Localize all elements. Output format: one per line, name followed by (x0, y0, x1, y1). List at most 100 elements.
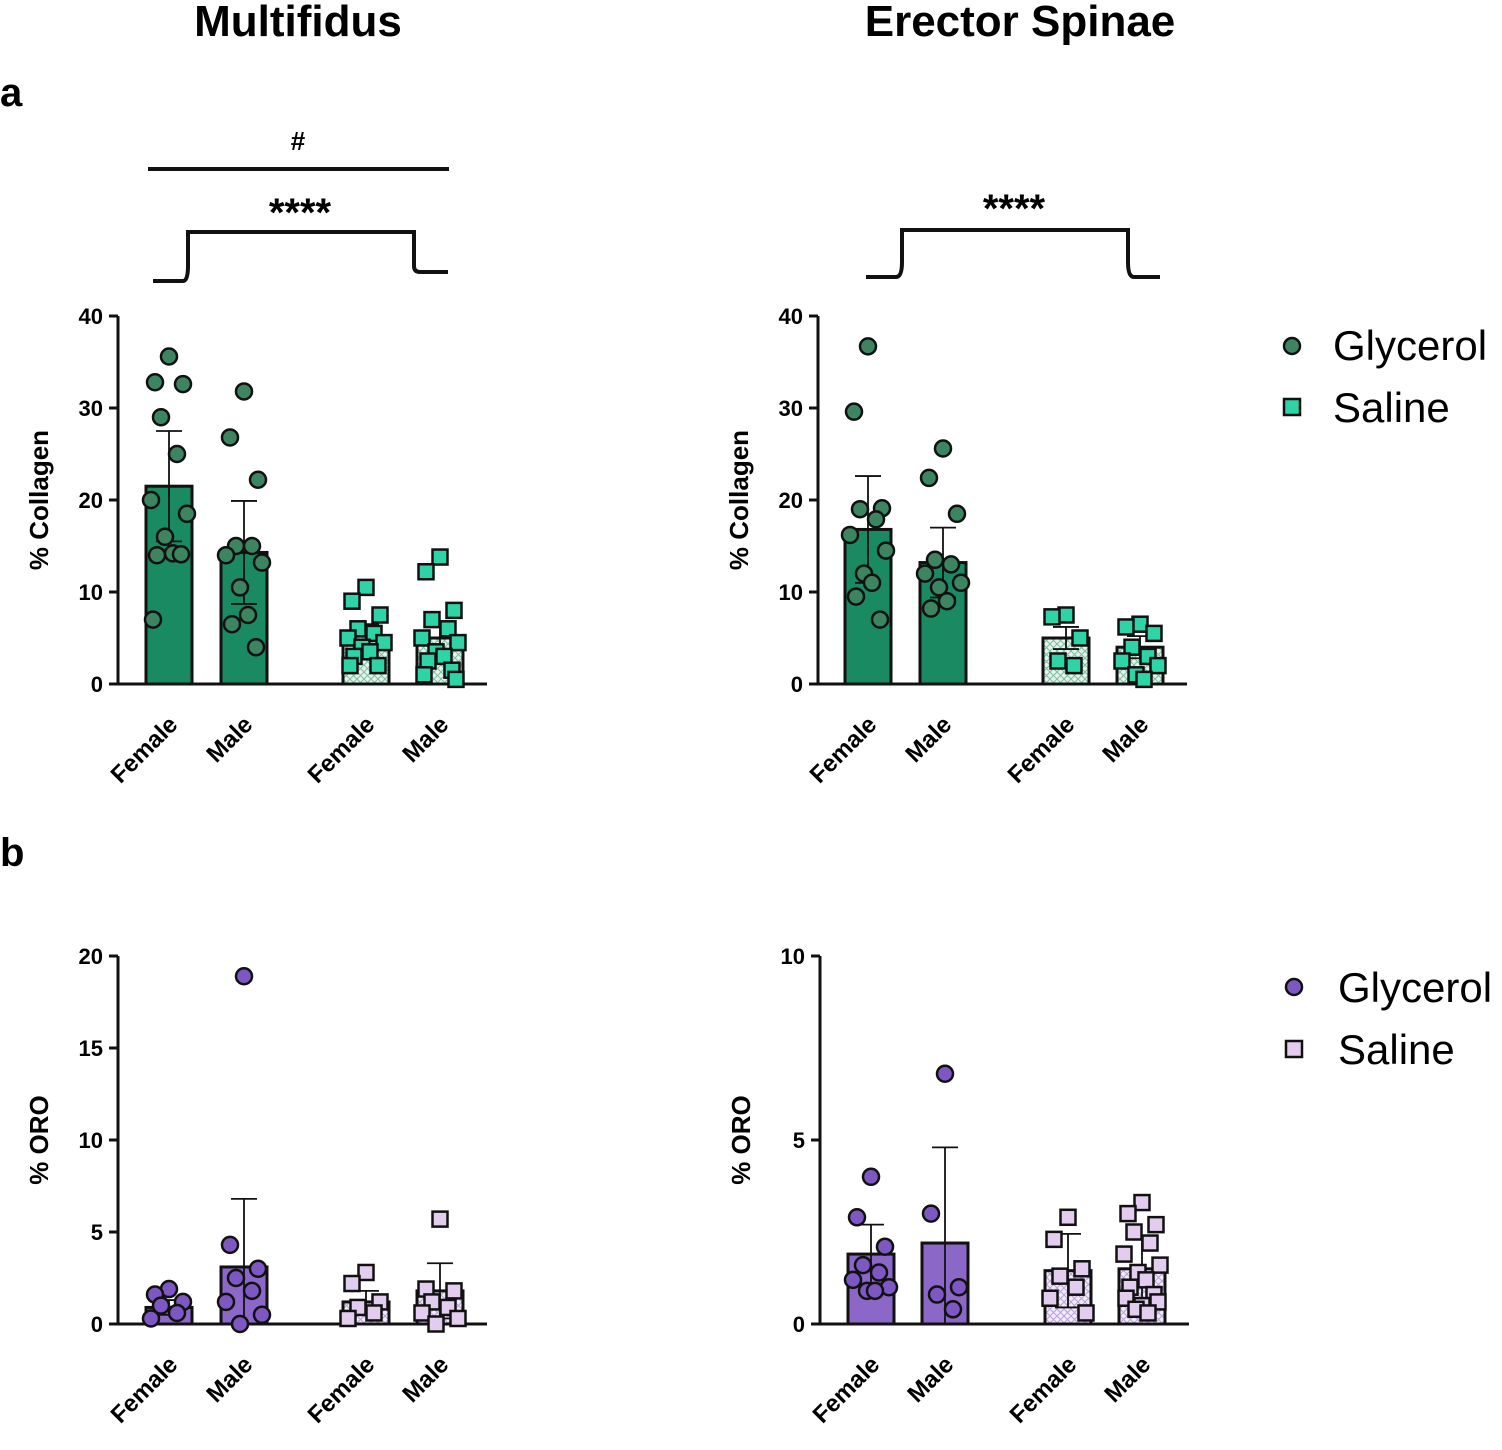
data-point-square (447, 670, 465, 689)
data-point-square (1123, 638, 1141, 656)
data-point-square (1135, 670, 1153, 689)
data-point-square (1043, 608, 1061, 626)
data-point-circle (238, 605, 258, 625)
y-tick-label: 30 (779, 396, 803, 421)
data-point-circle (246, 637, 266, 657)
data-point-square (1151, 1256, 1169, 1274)
data-point-circle (949, 1277, 969, 1297)
data-point-square (1113, 652, 1131, 670)
data-point-circle (935, 1064, 955, 1084)
data-point-square (1067, 1278, 1085, 1296)
data-point-circle (141, 1309, 161, 1328)
data-point-square (1049, 652, 1067, 670)
data-point-circle (861, 1167, 881, 1187)
y-tick-label: 20 (779, 488, 803, 513)
data-point-square (339, 1309, 357, 1328)
data-point-circle (171, 545, 191, 564)
data-point-circle (141, 490, 161, 510)
data-point-square (371, 606, 389, 624)
data-point-circle (925, 550, 945, 570)
data-point-circle (252, 1305, 272, 1325)
data-point-circle (216, 1292, 236, 1312)
y-tick-label: 5 (91, 1220, 103, 1245)
data-point-square (1139, 1304, 1157, 1322)
data-point-circle (846, 587, 866, 606)
x-tick-label: Male (1097, 711, 1154, 768)
chart-erector-oro: 0 5 10 % ORO Female Male Female Male (726, 944, 1189, 1429)
y-tick-label: 10 (79, 1128, 103, 1153)
y-tick-label: 0 (793, 1312, 805, 1337)
data-point-square (375, 633, 393, 652)
y-tick-label: 40 (779, 304, 803, 329)
x-tick-label: Female (1005, 1351, 1083, 1429)
data-point-circle (937, 591, 957, 611)
data-point-square (449, 1309, 467, 1328)
chart-multifidus-oro: 0 5 10 15 20 % ORO Female Male Female Male (24, 944, 487, 1429)
x-tick-label: Male (397, 1351, 454, 1408)
legend-glycerol-marker (1282, 336, 1302, 356)
data-point-circle (947, 504, 967, 524)
data-point-square (1071, 629, 1089, 647)
data-point-circle (866, 510, 886, 529)
data-point-square (1041, 1289, 1059, 1307)
data-point-circle (216, 545, 236, 565)
data-point-square (1147, 1215, 1165, 1234)
x-tick-label: Female (106, 711, 184, 789)
x-tick-label: Female (303, 1351, 381, 1429)
data-point-circle (840, 525, 860, 545)
data-point-square (1125, 1223, 1143, 1241)
x-tick-label: Male (1099, 1351, 1156, 1408)
data-point-square (1065, 656, 1083, 675)
data-point-square (1051, 1267, 1069, 1285)
data-point-square (413, 629, 431, 647)
data-point-circle (248, 470, 268, 490)
y-axis-label: % Collagen (24, 430, 54, 570)
data-point-circle (865, 1281, 885, 1301)
y-tick-label: 20 (79, 944, 103, 969)
data-point-circle (167, 1303, 187, 1323)
y-tick-label: 5 (793, 1128, 805, 1153)
data-point-circle (220, 428, 240, 447)
x-tick-label: Male (201, 1351, 258, 1408)
data-point-circle (248, 1259, 268, 1279)
data-point-circle (853, 1255, 873, 1275)
y-tick-label: 0 (91, 1312, 103, 1337)
data-point-square (357, 578, 375, 597)
y-tick-label: 10 (779, 580, 803, 605)
x-tick-label: Female (106, 1351, 184, 1429)
legend-glycerol-label: Glycerol (1333, 322, 1487, 369)
data-point-circle (919, 468, 939, 488)
data-point-circle (167, 444, 187, 464)
data-point-circle (869, 1263, 889, 1282)
title-erector-spinae: Erector Spinae (865, 0, 1176, 46)
data-point-circle (151, 407, 171, 427)
hash-label: # (291, 126, 306, 156)
data-point-circle (862, 573, 882, 593)
data-point-circle (921, 1204, 941, 1223)
data-point-circle (875, 1237, 895, 1256)
data-point-square (1045, 1230, 1063, 1249)
y-axis-label: % ORO (726, 1095, 756, 1185)
data-point-circle (226, 1268, 246, 1288)
data-point-circle (220, 1235, 240, 1255)
legend-saline-label: Saline (1333, 384, 1450, 431)
data-point-circle (929, 578, 949, 597)
data-point-square (341, 656, 359, 675)
data-point-square (431, 548, 449, 566)
y-tick-label: 15 (79, 1036, 103, 1061)
data-point-square (1137, 1271, 1155, 1289)
y-tick-label: 0 (91, 672, 103, 697)
y-axis-label: % ORO (24, 1095, 54, 1185)
data-point-square (445, 601, 463, 620)
data-point-circle (921, 599, 941, 618)
data-point-circle (155, 527, 175, 547)
x-tick-label: Male (397, 711, 454, 768)
y-axis-label: % Collagen (724, 430, 754, 570)
data-point-square (1059, 1208, 1077, 1227)
data-point-square (415, 666, 433, 684)
data-point-square (449, 633, 467, 652)
significance-erector: **** (866, 187, 1160, 279)
data-point-circle (850, 499, 870, 519)
data-point-square (445, 1282, 463, 1300)
data-point-circle (870, 610, 890, 629)
